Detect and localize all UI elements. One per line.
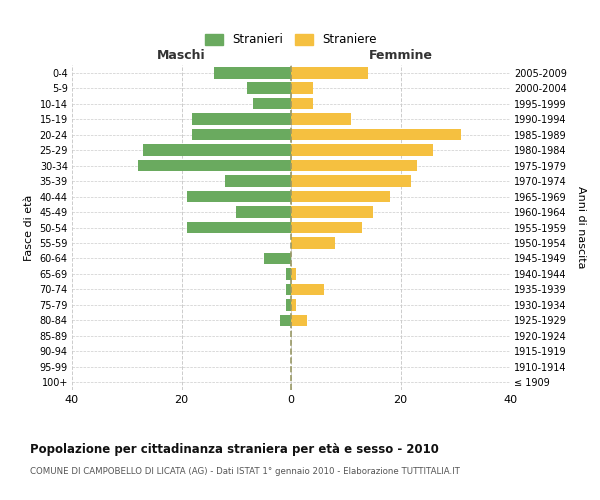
Bar <box>137 160 291 172</box>
Bar <box>291 190 389 202</box>
Bar <box>187 222 291 234</box>
Bar <box>247 82 291 94</box>
Legend: Stranieri, Straniere: Stranieri, Straniere <box>200 28 382 51</box>
Y-axis label: Anni di nascita: Anni di nascita <box>577 186 586 269</box>
Bar <box>291 82 313 94</box>
Text: COMUNE DI CAMPOBELLO DI LICATA (AG) - Dati ISTAT 1° gennaio 2010 - Elaborazione : COMUNE DI CAMPOBELLO DI LICATA (AG) - Da… <box>30 468 460 476</box>
Bar <box>291 206 373 218</box>
Bar <box>143 144 291 156</box>
Bar <box>291 268 296 280</box>
Bar <box>214 67 291 78</box>
Bar <box>263 252 291 264</box>
Bar <box>291 160 417 172</box>
Bar <box>286 299 291 310</box>
Bar <box>193 114 291 125</box>
Bar <box>286 284 291 295</box>
Text: Femmine: Femmine <box>368 49 433 62</box>
Bar <box>253 98 291 110</box>
Bar <box>291 144 433 156</box>
Bar <box>187 190 291 202</box>
Y-axis label: Fasce di età: Fasce di età <box>24 194 34 260</box>
Bar <box>291 299 296 310</box>
Bar <box>291 98 313 110</box>
Bar <box>291 237 335 249</box>
Bar <box>236 206 291 218</box>
Bar <box>291 222 362 234</box>
Bar <box>280 314 291 326</box>
Text: Maschi: Maschi <box>157 49 206 62</box>
Bar <box>291 114 351 125</box>
Bar <box>291 67 368 78</box>
Bar <box>291 176 412 187</box>
Bar <box>193 129 291 140</box>
Bar <box>226 176 291 187</box>
Bar <box>286 268 291 280</box>
Text: Popolazione per cittadinanza straniera per età e sesso - 2010: Popolazione per cittadinanza straniera p… <box>30 442 439 456</box>
Bar <box>291 284 324 295</box>
Bar <box>291 129 461 140</box>
Bar <box>291 314 307 326</box>
